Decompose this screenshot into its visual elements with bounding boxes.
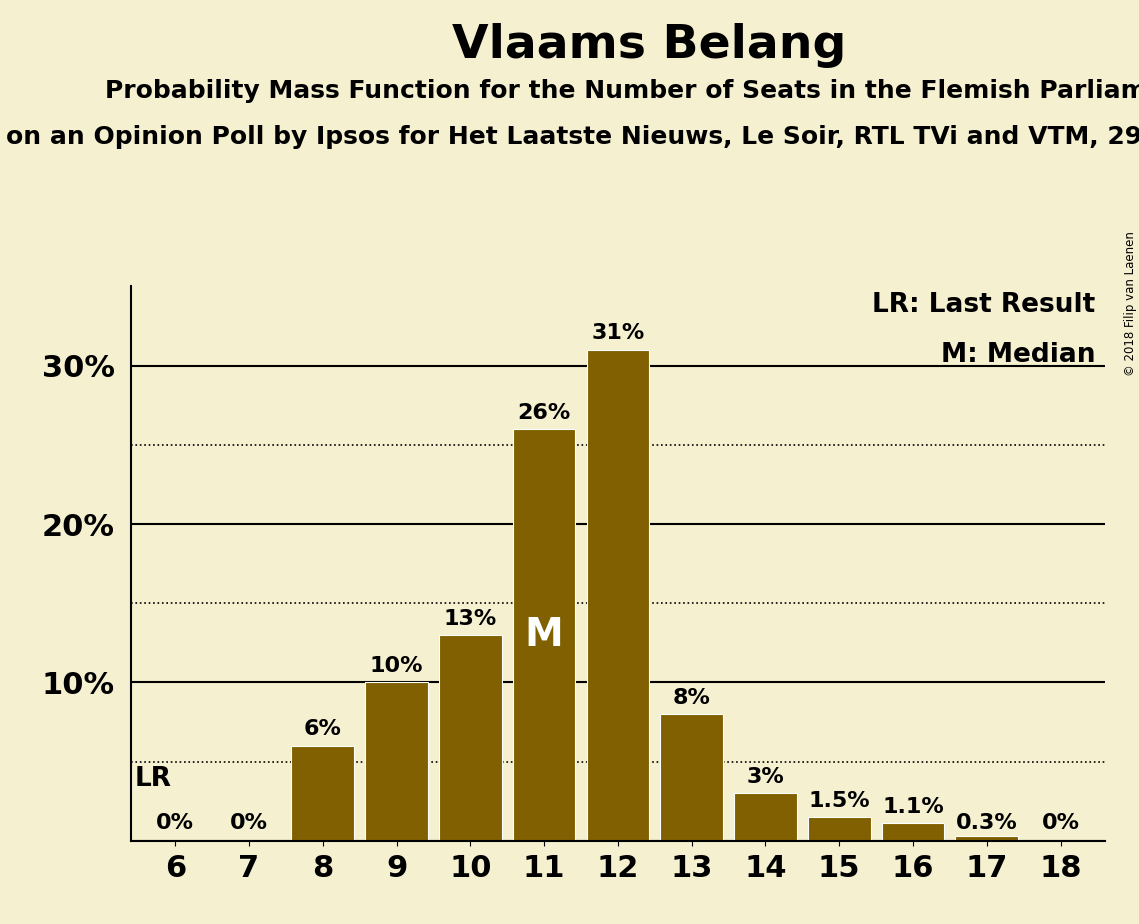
Text: 1.1%: 1.1% <box>882 797 944 817</box>
Text: 1.5%: 1.5% <box>809 791 870 810</box>
Text: 8%: 8% <box>673 687 711 708</box>
Text: LR: LR <box>134 766 172 793</box>
Bar <box>366 683 428 841</box>
Bar <box>513 429 575 841</box>
Text: 31%: 31% <box>591 323 645 344</box>
Text: 3%: 3% <box>746 767 785 787</box>
Bar <box>587 350 649 841</box>
Text: 10%: 10% <box>370 656 424 676</box>
Bar <box>439 635 501 841</box>
Text: LR: Last Result: LR: Last Result <box>871 292 1095 318</box>
Text: M: Median: M: Median <box>941 342 1095 368</box>
Text: 6%: 6% <box>304 720 342 739</box>
Text: 0%: 0% <box>156 813 195 833</box>
Text: 0.3%: 0.3% <box>956 813 1017 833</box>
Text: on an Opinion Poll by Ipsos for Het Laatste Nieuws, Le Soir, RTL TVi and VTM, 29: on an Opinion Poll by Ipsos for Het Laat… <box>7 125 1139 149</box>
Bar <box>661 714 723 841</box>
Text: 0%: 0% <box>230 813 268 833</box>
Bar <box>292 746 354 841</box>
Text: 26%: 26% <box>517 403 571 422</box>
Text: Vlaams Belang: Vlaams Belang <box>452 23 846 68</box>
Text: 13%: 13% <box>444 609 497 628</box>
Bar <box>956 836 1018 841</box>
Bar <box>735 794 797 841</box>
Bar <box>882 823 944 841</box>
Bar <box>808 817 870 841</box>
Text: 0%: 0% <box>1041 813 1080 833</box>
Text: M: M <box>525 616 564 654</box>
Text: © 2018 Filip van Laenen: © 2018 Filip van Laenen <box>1124 231 1137 376</box>
Text: Probability Mass Function for the Number of Seats in the Flemish Parliament: Probability Mass Function for the Number… <box>105 79 1139 103</box>
